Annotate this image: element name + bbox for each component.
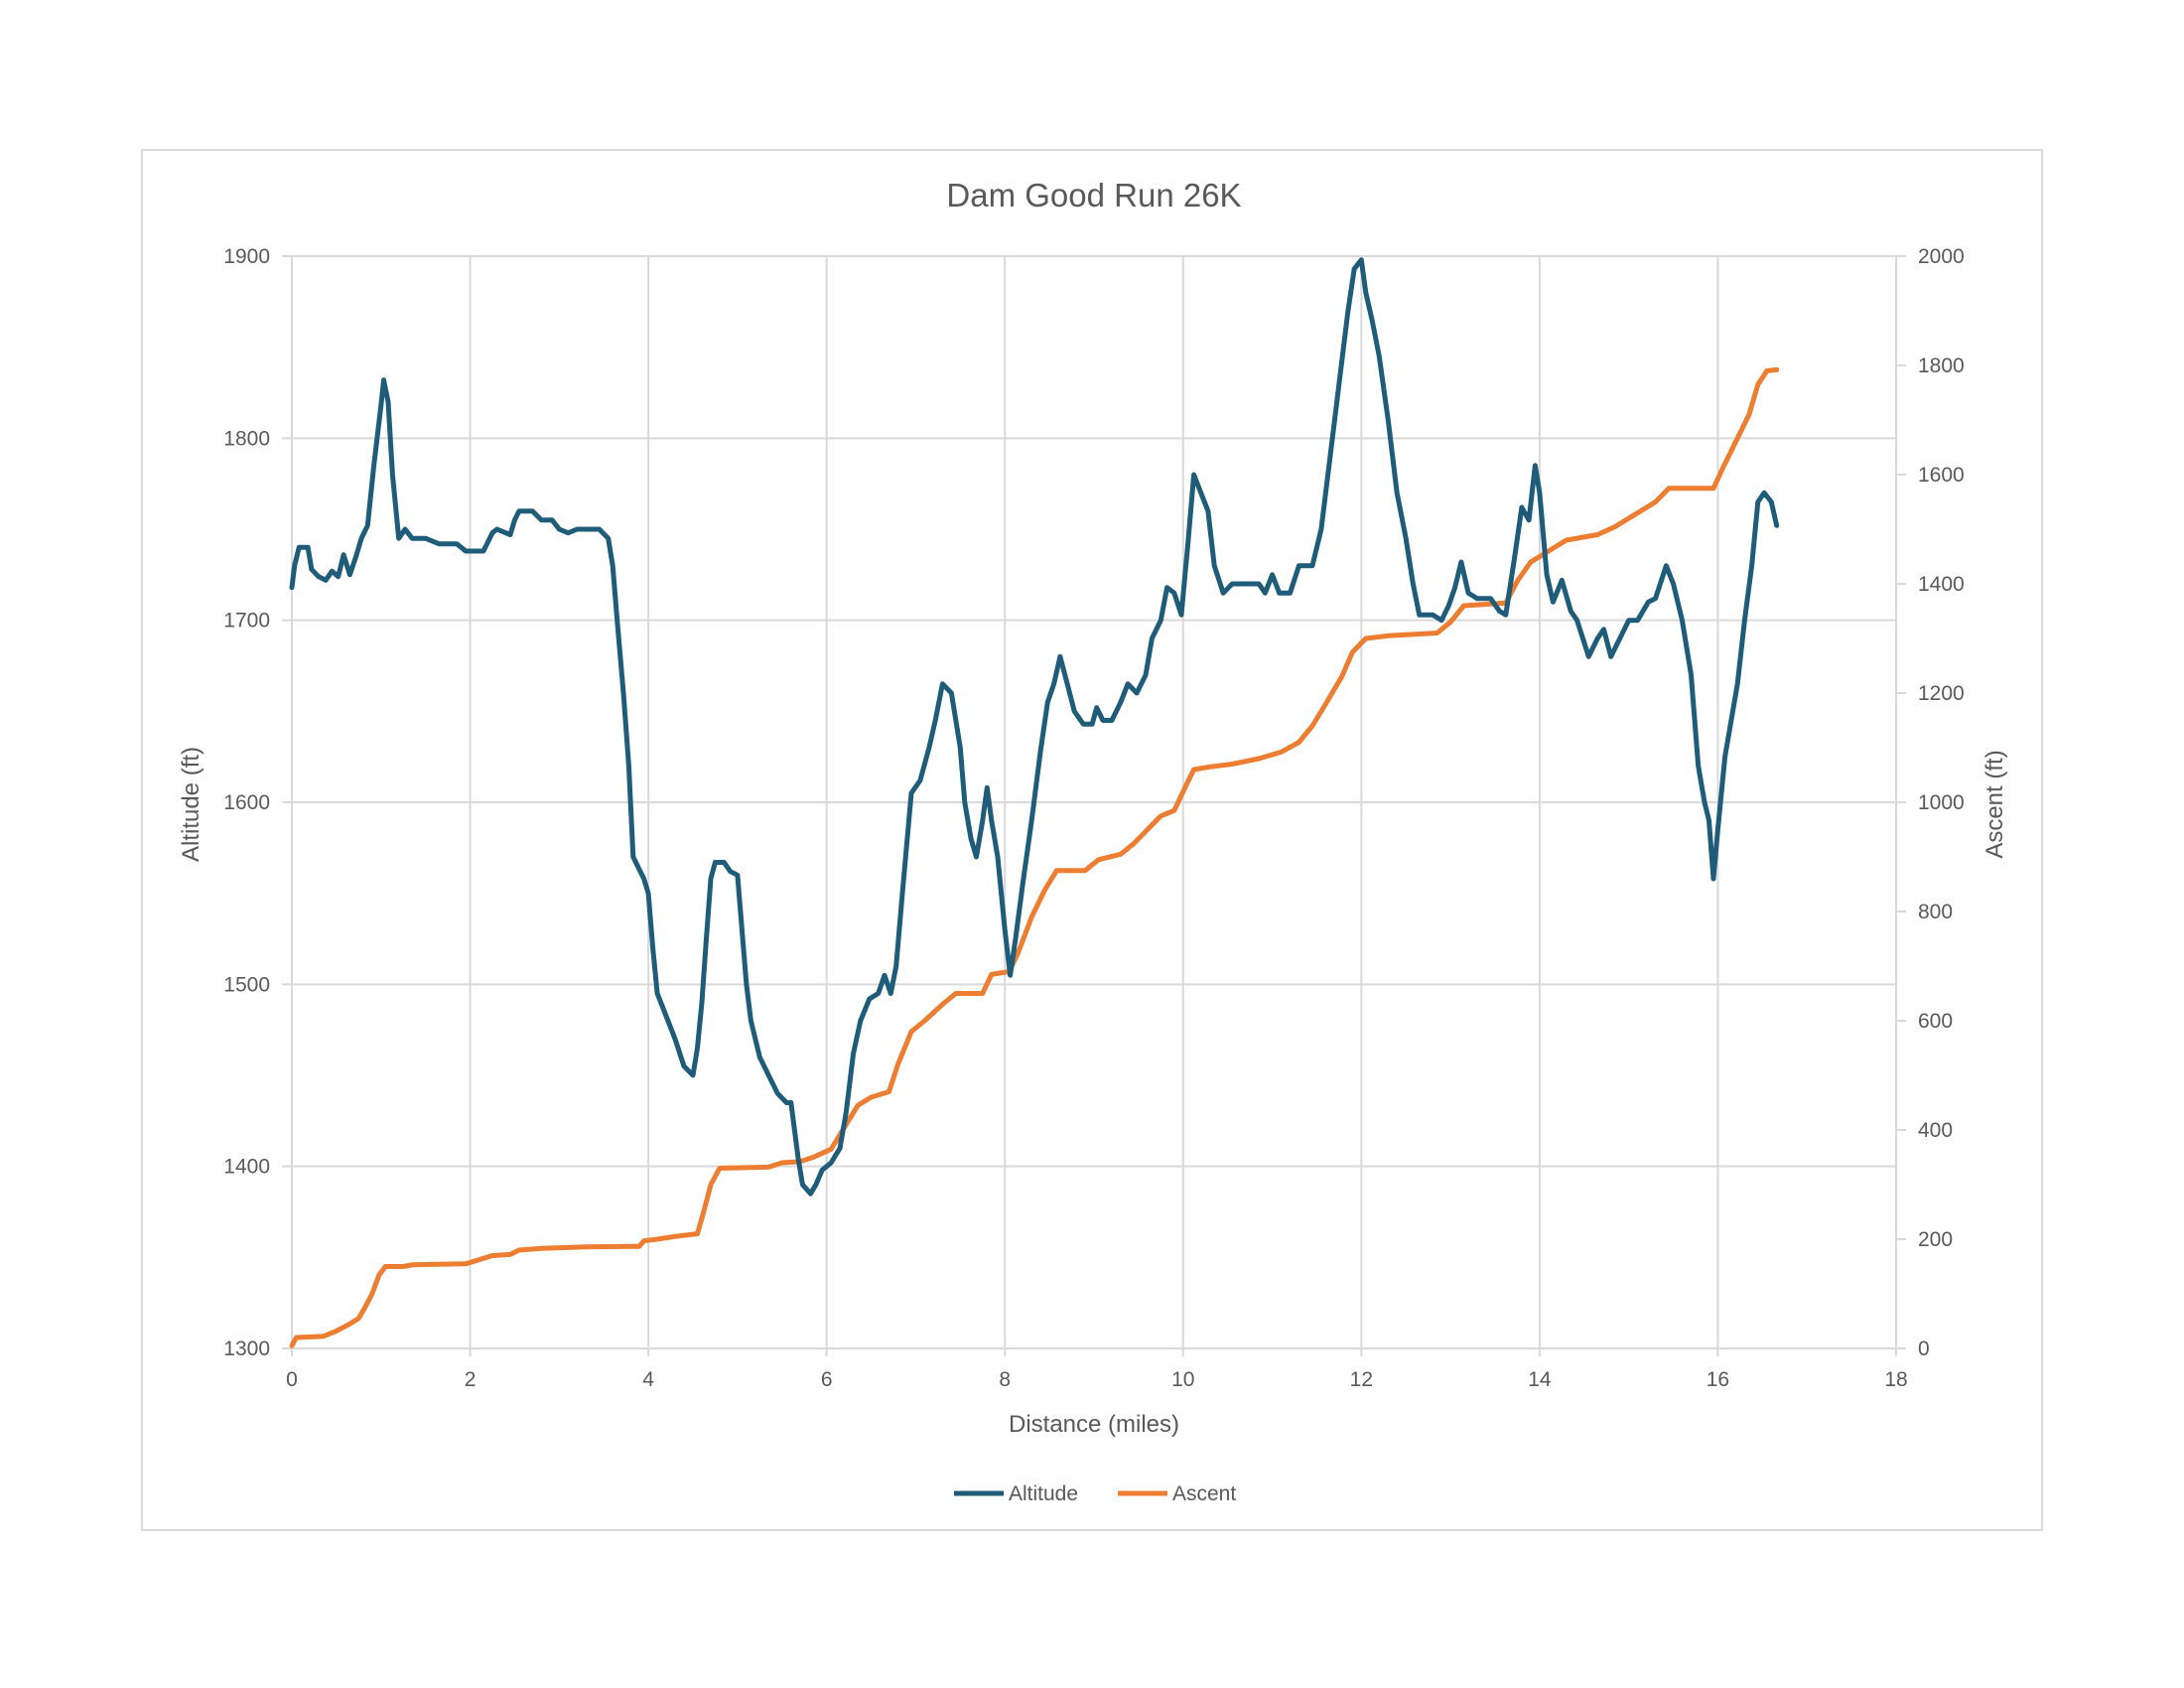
y2-tick-label: 0 [1918, 1337, 1930, 1360]
y2-tick-label: 1400 [1918, 573, 1965, 596]
y2-tick-label: 800 [1918, 901, 1953, 923]
x-tick-label: 16 [1706, 1368, 1729, 1391]
x-tick-label: 8 [999, 1368, 1011, 1391]
legend: Altitude Ascent [954, 1482, 1236, 1505]
x-axis-title: Distance (miles) [1009, 1411, 1179, 1438]
chart-area: Dam Good Run 26K 1300 1400 1500 1600 1700 180… [141, 149, 2043, 1531]
y2-tick-label: 1000 [1918, 791, 1965, 814]
x-tick-label: 0 [286, 1368, 298, 1391]
series-lines [289, 257, 1780, 1348]
y2-tick-label: 1200 [1918, 682, 1965, 705]
x-tick-label: 10 [1171, 1368, 1194, 1391]
gridlines [282, 255, 1906, 1356]
x-tick-label: 18 [1884, 1368, 1907, 1391]
y-tick-label: 1400 [223, 1156, 270, 1179]
y2-tick-label: 400 [1918, 1119, 1953, 1142]
y2-tick-label: 200 [1918, 1228, 1953, 1251]
y2-tick-label: 1800 [1918, 354, 1965, 377]
x-tick-label: 2 [465, 1368, 477, 1391]
y-axis-title: Altitude (ft) [178, 747, 205, 862]
y-tick-label: 1300 [223, 1337, 270, 1360]
legend-altitude-label: Altitude [1009, 1482, 1078, 1505]
y-tick-label: 1700 [223, 610, 270, 633]
y-tick-label: 1600 [223, 791, 270, 814]
x-tick-label: 6 [821, 1368, 833, 1391]
y-tick-label: 1900 [223, 245, 270, 268]
y2-tick-label: 600 [1918, 1010, 1953, 1033]
y2-axis-title: Ascent (ft) [1981, 750, 2008, 858]
y2-tick-label: 2000 [1918, 245, 1965, 268]
y-tick-label: 1500 [223, 973, 270, 996]
y-tick-label: 1800 [223, 427, 270, 450]
y2-tick-label: 1600 [1918, 464, 1965, 487]
series-line-altitude [289, 257, 1780, 1196]
legend-ascent-label: Ascent [1172, 1482, 1236, 1505]
x-tick-label: 4 [642, 1368, 654, 1391]
x-tick-label: 14 [1528, 1368, 1552, 1391]
chart-canvas: Dam Good Run 26K 13001400150016001700180… [178, 177, 2008, 1505]
tick-labels: 1300 1400 1500 1600 1700 1800 1900 0 2 4 6 8 10 12 14 1… [223, 245, 1964, 1391]
x-tick-label: 12 [1350, 1368, 1373, 1391]
chart-title: Dam Good Run 26K [946, 177, 1241, 213]
